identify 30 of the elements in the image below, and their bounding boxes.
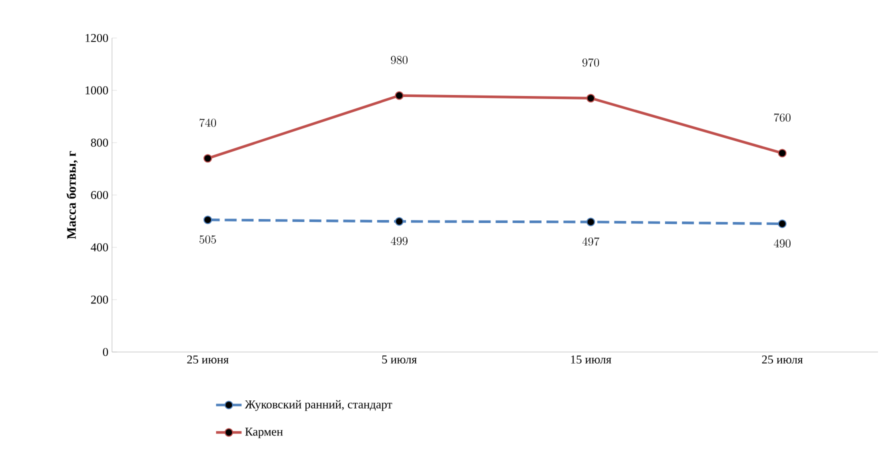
data-label: 760: [774, 113, 791, 122]
point: [394, 91, 404, 100]
data-label: 980: [390, 56, 408, 64]
y-tick-label: 1000: [86, 86, 108, 94]
x-tick-label: 25 июня: [187, 356, 229, 364]
x-tick-label: 5 июля: [382, 356, 417, 364]
y-tick-label: 1200: [86, 34, 108, 42]
x-tick-label: 15 июля: [571, 356, 612, 364]
data-label: 740: [200, 118, 216, 127]
data-label: 490: [774, 239, 791, 248]
point: [586, 94, 596, 102]
point: [203, 216, 212, 224]
point: [586, 218, 596, 226]
y-axis-title: Масса ботвы, г: [66, 151, 78, 240]
data-label: 505: [200, 235, 216, 244]
legend-label: Жуковский ранний, стандарт: [244, 400, 392, 411]
data-label: 499: [390, 236, 408, 246]
x-tick-label: 25 июля: [762, 356, 803, 364]
point: [778, 219, 787, 228]
point: [394, 217, 404, 226]
point: [203, 154, 212, 163]
y-tick-label: 200: [91, 296, 108, 304]
data-label: 970: [582, 58, 600, 67]
point: [778, 148, 787, 158]
y-tick-label: 800: [91, 138, 108, 147]
legend-label: Кармен: [245, 428, 283, 438]
y-tick-label: 600: [91, 190, 108, 200]
y-tick-label: 400: [90, 243, 108, 252]
y-tick-label: 0: [102, 348, 108, 356]
data-label: 497: [582, 237, 600, 246]
